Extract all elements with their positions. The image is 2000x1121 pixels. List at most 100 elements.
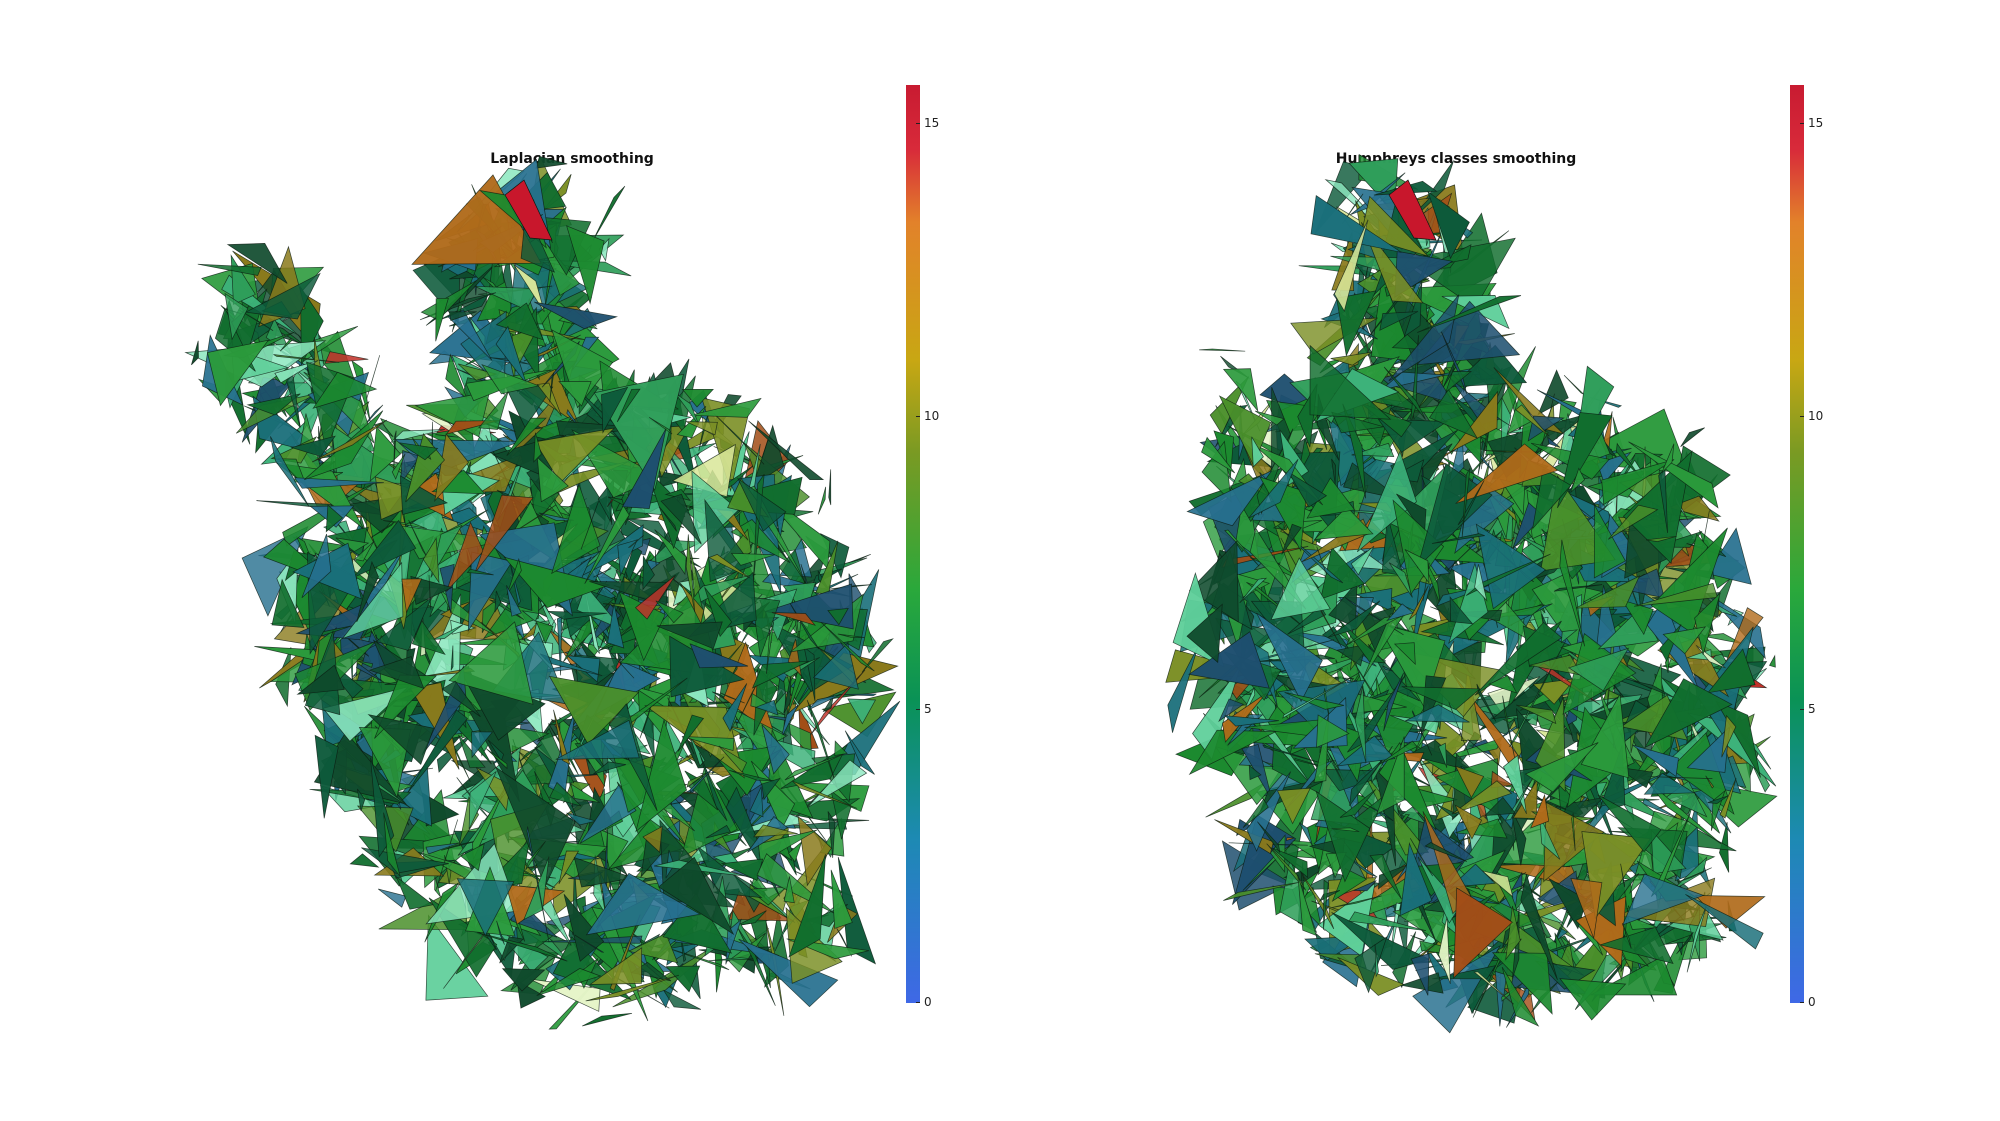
mesh-face [677, 714, 705, 752]
mesh-face [1262, 744, 1322, 764]
mesh-face [521, 623, 537, 641]
mesh-face [1450, 390, 1498, 452]
mesh-face [659, 506, 677, 532]
mesh-face [585, 872, 702, 936]
mesh-face [660, 493, 702, 545]
mesh-face [1537, 369, 1569, 416]
mesh-face [665, 965, 701, 993]
mesh-face [1407, 739, 1470, 771]
mesh-face [435, 819, 459, 892]
mesh-face [1465, 553, 1551, 596]
panel-humphreys: Humphreys classes smoothing 0 5 10 15 [1000, 0, 2000, 1121]
mesh-face [408, 519, 428, 558]
mesh-face [1188, 631, 1270, 689]
mesh-face [1285, 837, 1295, 842]
colorbar-label: 5 [1808, 702, 1816, 716]
mesh-face [662, 989, 702, 1010]
mesh-face [1505, 905, 1521, 961]
mesh-face [422, 537, 440, 584]
mesh-face [690, 397, 762, 418]
mesh-face [573, 856, 635, 888]
mesh-face [610, 652, 635, 679]
mesh-face [1502, 695, 1515, 758]
mesh-face [1686, 726, 1730, 773]
mesh-face [401, 578, 423, 614]
mesh-face [567, 773, 607, 778]
bunny-mesh [1165, 153, 1778, 1034]
mesh-face [639, 702, 653, 739]
mesh-face [1315, 790, 1371, 883]
mesh-face [349, 853, 380, 868]
mesh-face [784, 753, 845, 781]
mesh-face [1570, 877, 1603, 940]
mesh-face [1670, 732, 1735, 815]
mesh-face [1474, 564, 1488, 602]
mesh-face [391, 453, 406, 480]
mesh-face [582, 1012, 633, 1027]
mesh-face [1186, 603, 1223, 664]
mesh-face [1516, 704, 1557, 725]
mesh-face [1336, 290, 1377, 357]
mesh-face [1571, 813, 1576, 851]
mesh-face [588, 947, 643, 985]
mesh-face [1417, 856, 1462, 924]
mesh-face [496, 920, 505, 945]
mesh-face [627, 933, 679, 964]
mesh-face [1461, 468, 1471, 538]
colorbar-tick [1800, 709, 1804, 710]
mesh-face [828, 469, 832, 506]
mesh-face [1576, 594, 1583, 632]
mesh-face [389, 429, 445, 443]
mesh-face [1450, 344, 1528, 388]
mesh-face [655, 600, 684, 624]
mesh-face [1199, 348, 1246, 352]
mesh-face [354, 631, 398, 689]
mesh-face [690, 550, 701, 598]
mesh-face [1186, 470, 1273, 527]
mesh-face [1701, 633, 1743, 645]
mesh-face [1408, 585, 1429, 620]
plot-title: Laplacian smoothing [490, 151, 654, 167]
mesh-face [478, 391, 509, 430]
colorbar-label: 10 [924, 409, 940, 423]
mesh-face [536, 456, 569, 503]
mesh-face [1391, 333, 1424, 350]
colorbar [906, 85, 920, 1003]
mesh-face [443, 930, 487, 989]
mesh-face [1382, 665, 1394, 672]
mesh-face [446, 521, 484, 592]
mesh-face [616, 388, 641, 423]
mesh-face [749, 786, 764, 818]
mesh-face [1715, 700, 1761, 778]
mesh-face [598, 237, 610, 262]
mesh-face [1370, 274, 1379, 281]
mesh-face [495, 325, 527, 385]
mesh-face [708, 554, 750, 579]
mesh-face [1297, 874, 1317, 936]
mesh-face [1332, 895, 1382, 908]
mesh-face [634, 574, 676, 620]
mesh-face [1515, 404, 1550, 437]
mesh-face [1553, 584, 1603, 592]
mesh-face [1646, 535, 1677, 542]
colorbar-label: 5 [924, 702, 932, 716]
mesh-face [1427, 190, 1470, 260]
mesh-face [450, 645, 454, 671]
mesh-face [1405, 704, 1470, 723]
mesh-face [471, 731, 494, 759]
mesh-face [1383, 366, 1426, 420]
mesh-face [1242, 798, 1269, 828]
mesh-face [1399, 842, 1433, 917]
mesh-face [290, 435, 336, 457]
mesh-face [361, 847, 449, 874]
mesh-face [495, 766, 576, 888]
mesh-face [1281, 523, 1302, 555]
mesh-face [783, 672, 792, 714]
mesh-face [1491, 952, 1553, 1015]
mesh-face [1411, 710, 1433, 756]
mesh-face [680, 765, 738, 858]
mesh-face [506, 417, 547, 456]
mesh-face [1271, 847, 1309, 879]
mesh-face [549, 781, 582, 807]
mesh-face [325, 504, 344, 533]
